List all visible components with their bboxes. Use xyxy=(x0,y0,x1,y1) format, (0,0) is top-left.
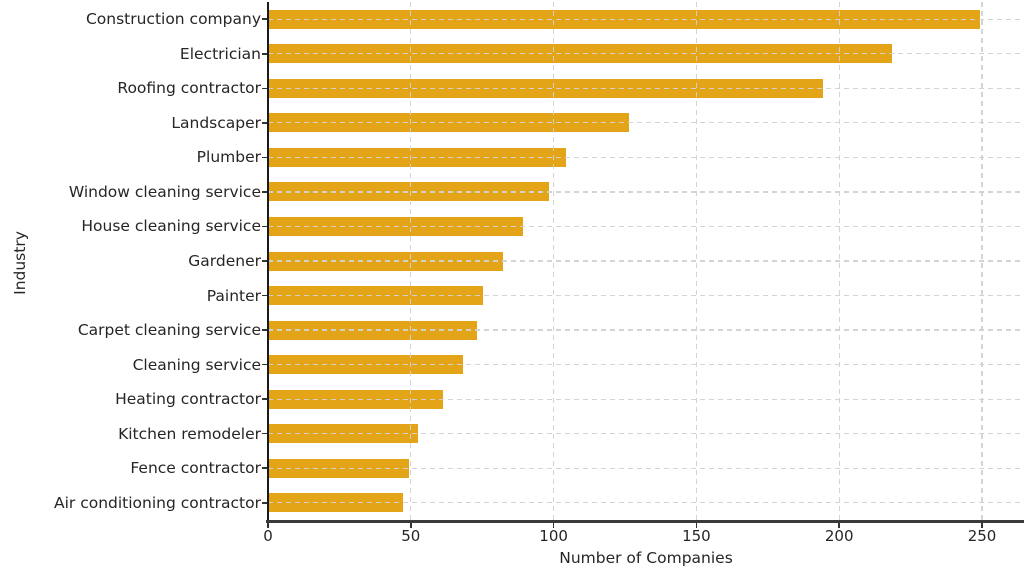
gridline-y-8 xyxy=(268,294,1024,297)
y-category-label: Air conditioning contractor xyxy=(53,493,261,512)
gridline-y-13 xyxy=(268,467,1024,469)
x-axis-spine xyxy=(266,520,1024,523)
y-tick-14 xyxy=(262,501,267,504)
x-tick-100 xyxy=(552,522,555,528)
y-category-label: Roofing contractor xyxy=(117,79,261,98)
y-tick-12 xyxy=(262,432,267,435)
x-axis-title: Number of Companies xyxy=(559,549,733,567)
y-category-label: Landscaper xyxy=(171,113,261,132)
gridline-y-4 xyxy=(268,156,1024,158)
gridline-y-3 xyxy=(268,122,1024,124)
x-tick-label-200: 200 xyxy=(824,527,854,545)
y-tick-8 xyxy=(262,294,267,297)
y-category-label: House cleaning service xyxy=(81,217,261,236)
y-category-label: Kitchen remodeler xyxy=(118,424,261,443)
y-axis-title: Industry xyxy=(11,231,29,295)
y-category-label: Construction company xyxy=(85,10,261,29)
y-category-label: Gardener xyxy=(188,252,261,270)
gridline-y-14 xyxy=(268,502,1024,504)
y-category-label: Heating contractor xyxy=(115,390,261,409)
y-tick-3 xyxy=(262,122,267,124)
gridline-y-7 xyxy=(268,260,1024,262)
gridline-y-6 xyxy=(268,225,1024,228)
y-tick-4 xyxy=(262,156,267,159)
x-tick-0 xyxy=(267,522,269,528)
y-tick-6 xyxy=(262,225,267,228)
y-tick-11 xyxy=(262,398,267,400)
x-tick-label-50: 50 xyxy=(401,527,421,545)
x-tick-label-100: 100 xyxy=(539,527,568,545)
x-tick-label-250: 250 xyxy=(967,527,997,545)
gridline-y-10 xyxy=(268,364,1024,366)
y-category-label: Fence contractor xyxy=(130,459,261,478)
y-tick-2 xyxy=(262,87,267,90)
gridline-y-11 xyxy=(268,398,1024,400)
gridline-y-9 xyxy=(268,329,1024,331)
x-tick-label-0: 0 xyxy=(263,527,273,545)
x-tick-label-150: 150 xyxy=(682,527,711,545)
y-tick-9 xyxy=(262,329,267,331)
x-tick-50 xyxy=(410,522,412,528)
y-tick-7 xyxy=(262,260,267,262)
gridline-y-2 xyxy=(268,87,1024,89)
x-tick-250 xyxy=(981,522,983,528)
y-category-label: Carpet cleaning service xyxy=(77,321,261,340)
y-category-label: Cleaning service xyxy=(132,355,261,374)
y-tick-13 xyxy=(262,467,267,469)
gridline-y-12 xyxy=(268,433,1024,435)
y-tick-5 xyxy=(262,191,267,193)
y-tick-0 xyxy=(262,18,267,21)
y-tick-1 xyxy=(262,53,267,55)
y-tick-10 xyxy=(262,363,267,366)
y-category-label: Painter xyxy=(206,286,261,305)
x-tick-200 xyxy=(838,522,840,528)
y-category-label: Plumber xyxy=(196,148,261,167)
y-category-label: Electrician xyxy=(179,44,261,63)
gridline-y-5 xyxy=(268,191,1024,193)
x-tick-150 xyxy=(695,522,698,528)
y-category-label: Window cleaning service xyxy=(68,182,261,201)
gridline-y-1 xyxy=(268,53,1024,55)
y-axis-spine xyxy=(267,2,269,522)
gridline-y-0 xyxy=(268,18,1024,20)
